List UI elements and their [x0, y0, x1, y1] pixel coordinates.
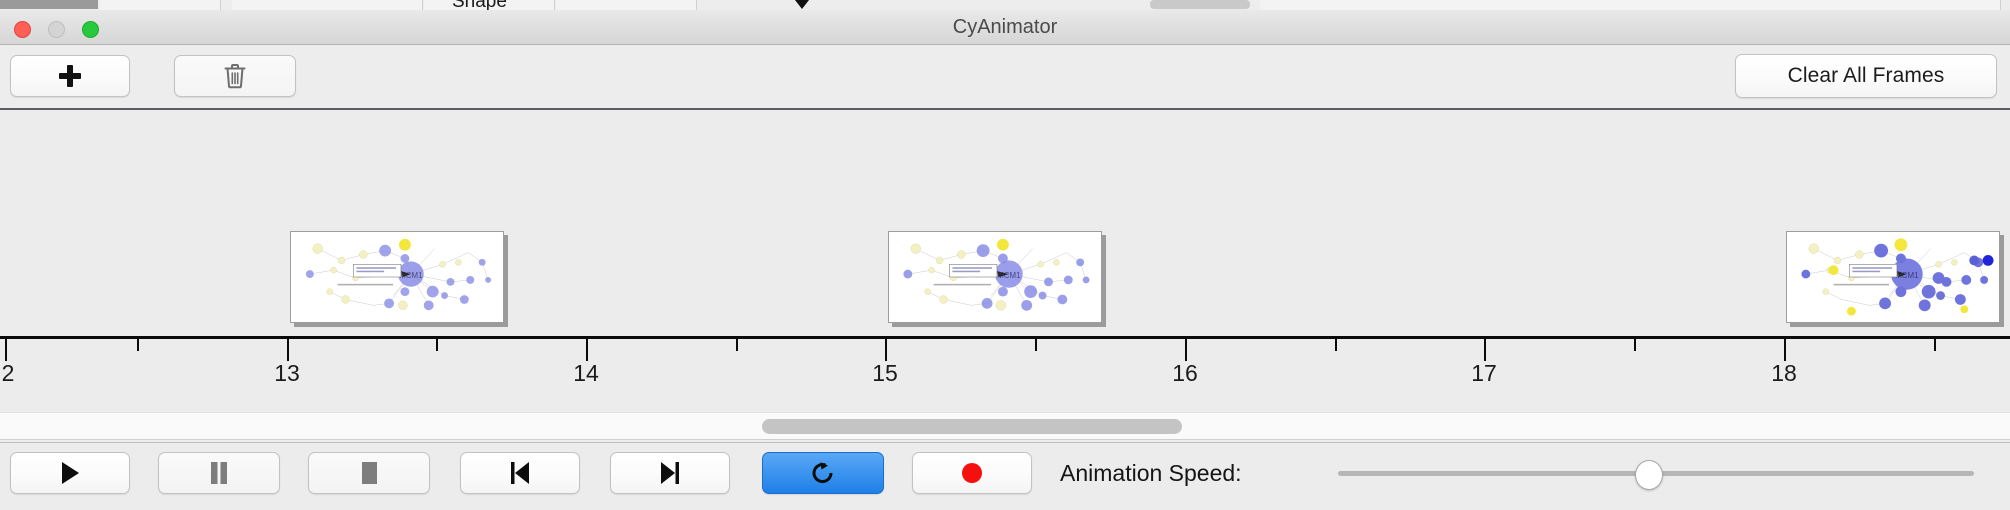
play-button[interactable]: [10, 452, 130, 494]
axis-tick-label: 17: [1471, 360, 1497, 386]
network-graph-icon: MCM1: [903, 238, 1090, 311]
clear-all-frames-label: Clear All Frames: [1787, 64, 1945, 87]
bg-chunk: [556, 0, 697, 10]
plus-icon: [58, 64, 82, 88]
axis-tick-label: 14: [573, 360, 599, 386]
axis-tick-major: [885, 339, 887, 361]
frame-network-preview: MCM1: [294, 235, 500, 319]
svg-text:MCM1: MCM1: [1895, 271, 1918, 280]
clear-all-frames-button[interactable]: Clear All Frames: [1735, 54, 1997, 98]
axis-tick-label: 13: [274, 360, 300, 386]
bg-scrollbar: [1150, 0, 1250, 9]
bg-caret-icon: [795, 0, 809, 9]
axis-tick-major: [1784, 339, 1786, 361]
pause-icon: [211, 462, 227, 484]
axis-tick-minor: [1634, 339, 1636, 351]
bg-chunk: [232, 0, 423, 10]
axis-tick-major: [5, 339, 7, 361]
axis-tick-minor: [1934, 339, 1936, 351]
playback-control-bar: Animation Speed:: [0, 442, 2010, 510]
add-frame-button[interactable]: [10, 55, 130, 97]
axis-tick-minor: [736, 339, 738, 351]
skip-next-button[interactable]: [610, 452, 730, 494]
toolbar: Clear All Frames: [0, 46, 2010, 110]
axis-tick-minor: [1335, 339, 1337, 351]
axis-tick-label: 15: [872, 360, 898, 386]
axis-tick-label: 2: [1, 360, 15, 386]
pause-button[interactable]: [158, 452, 280, 494]
svg-text:MCM1: MCM1: [399, 271, 422, 280]
animation-speed-slider[interactable]: [1338, 452, 1974, 494]
slider-thumb[interactable]: [1635, 460, 1663, 490]
delete-frame-button[interactable]: [174, 55, 296, 97]
timeline-frame-thumbnail[interactable]: MCM1: [1786, 231, 2000, 323]
axis-tick-minor: [137, 339, 139, 351]
skip-previous-icon: [511, 462, 529, 484]
close-button[interactable]: [14, 21, 31, 38]
bg-chunk: [100, 0, 221, 10]
trash-icon: [224, 64, 246, 89]
window-title: CyAnimator: [952, 16, 1058, 38]
axis-tick-minor: [1035, 339, 1037, 351]
svg-text:MCM1: MCM1: [997, 271, 1020, 280]
axis-tick-minor: [436, 339, 438, 351]
animation-speed-label: Animation Speed:: [1060, 460, 1242, 486]
timeline-frame-thumbnail[interactable]: MCM1: [290, 231, 504, 323]
axis-title: Seconds: [0, 394, 2010, 398]
stop-button[interactable]: [308, 452, 430, 494]
loop-button[interactable]: [762, 452, 884, 494]
frame-network-preview: MCM1: [1790, 235, 1996, 319]
network-graph-icon: MCM1: [1801, 238, 1994, 316]
timeline-axis: [0, 336, 2010, 339]
axis-tick-label: 16: [1172, 360, 1198, 386]
axis-tick-major: [1185, 339, 1187, 361]
background-window-strip: Shape: [0, 0, 2010, 10]
timeline-frame-thumbnail[interactable]: MCM1: [888, 231, 1102, 323]
timeline-scrollbar-thumb[interactable]: [762, 419, 1182, 434]
bg-window-label: Shape: [452, 0, 507, 10]
axis-tick-major: [1484, 339, 1486, 361]
network-graph-icon: MCM1: [305, 238, 492, 311]
skip-next-icon: [661, 462, 679, 484]
title-bar: CyAnimator: [0, 10, 2010, 45]
bg-dark-chunk: [0, 0, 98, 9]
record-icon: [962, 463, 982, 483]
axis-tick-label: 18: [1771, 360, 1797, 386]
axis-tick-major: [287, 339, 289, 361]
timeline-panel[interactable]: MCM1: [0, 112, 2010, 398]
minimize-button[interactable]: [48, 21, 65, 38]
frame-network-preview: MCM1: [892, 235, 1098, 319]
axis-tick-major: [586, 339, 588, 361]
bg-chunk: [424, 0, 555, 10]
maximize-button[interactable]: [82, 21, 99, 38]
play-icon: [62, 462, 79, 484]
timeline-scrollbar[interactable]: [0, 412, 2010, 440]
bg-chunk: [1260, 0, 2001, 10]
skip-previous-button[interactable]: [460, 452, 580, 494]
record-button[interactable]: [912, 452, 1032, 494]
stop-icon: [362, 462, 377, 484]
loop-icon: [812, 462, 833, 483]
